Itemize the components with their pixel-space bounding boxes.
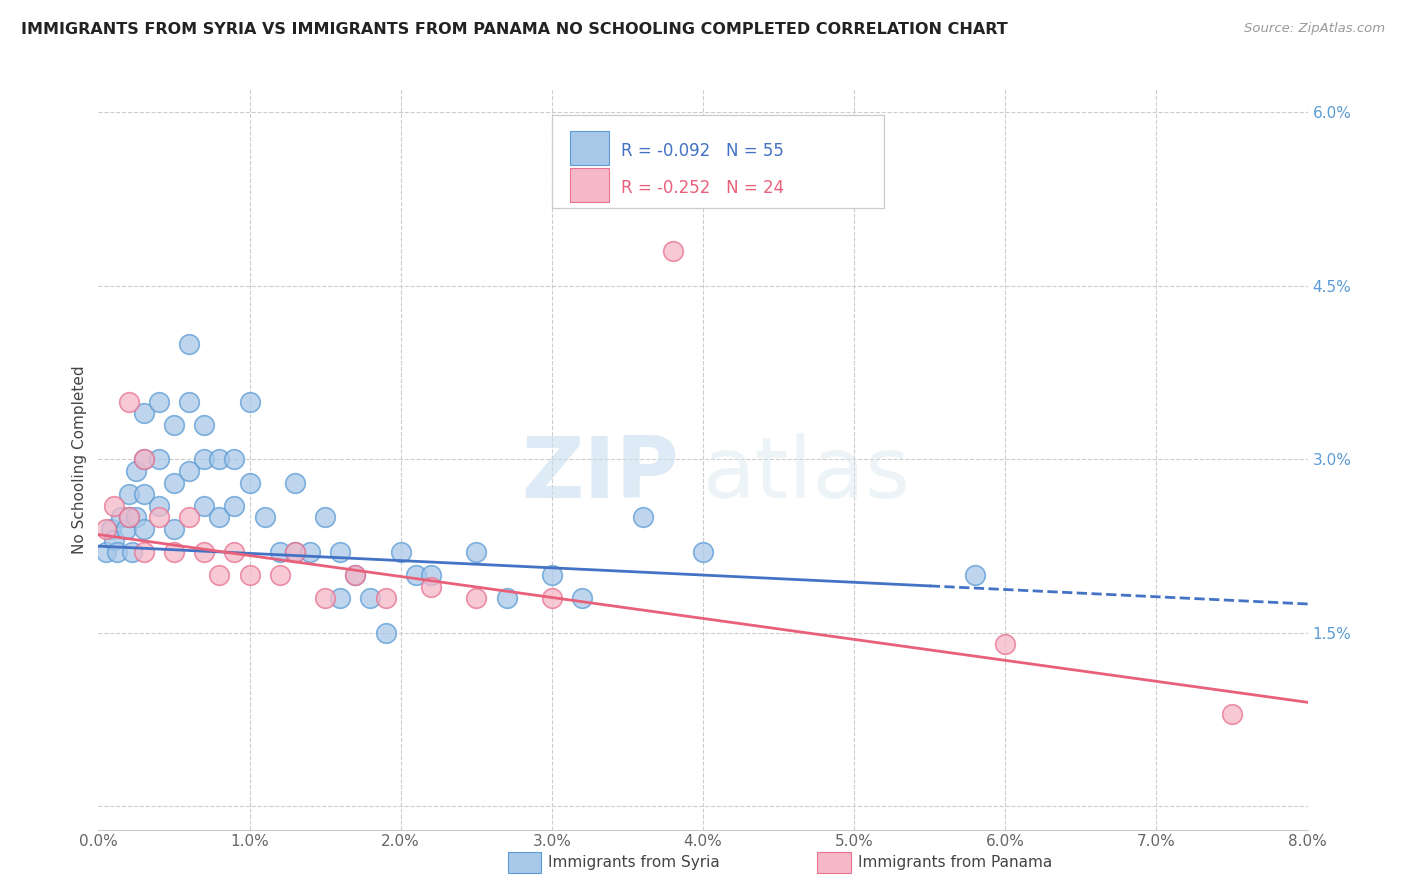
Text: IMMIGRANTS FROM SYRIA VS IMMIGRANTS FROM PANAMA NO SCHOOLING COMPLETED CORRELATI: IMMIGRANTS FROM SYRIA VS IMMIGRANTS FROM… xyxy=(21,22,1008,37)
Point xyxy=(132,545,155,559)
Point xyxy=(118,487,141,501)
Point xyxy=(661,244,683,259)
Text: Immigrants from Syria: Immigrants from Syria xyxy=(548,855,720,870)
Point xyxy=(692,545,714,559)
Point xyxy=(420,568,443,582)
Point xyxy=(208,452,231,467)
Point xyxy=(125,464,148,478)
Text: R = -0.252   N = 24: R = -0.252 N = 24 xyxy=(621,178,785,196)
Point xyxy=(465,591,488,606)
Point xyxy=(132,522,155,536)
Point xyxy=(631,510,654,524)
Point xyxy=(179,464,201,478)
Point xyxy=(148,510,170,524)
Point xyxy=(389,545,412,559)
Point xyxy=(208,510,231,524)
Point xyxy=(284,545,307,559)
Point xyxy=(94,522,117,536)
Point xyxy=(105,545,128,559)
Point xyxy=(329,591,352,606)
Point xyxy=(193,499,215,513)
Point xyxy=(994,637,1017,651)
Point xyxy=(132,487,155,501)
Text: Immigrants from Panama: Immigrants from Panama xyxy=(858,855,1052,870)
Point xyxy=(193,545,215,559)
Point xyxy=(125,510,148,524)
Point xyxy=(1220,706,1243,721)
Point xyxy=(239,568,262,582)
Point xyxy=(118,510,141,524)
Point xyxy=(103,533,125,548)
Point xyxy=(269,545,291,559)
Point xyxy=(284,475,307,490)
Point xyxy=(329,545,352,559)
Point xyxy=(179,336,201,351)
Point xyxy=(163,522,186,536)
Point xyxy=(495,591,517,606)
Point xyxy=(224,545,246,559)
Point xyxy=(132,452,155,467)
Point xyxy=(148,394,170,409)
Point xyxy=(344,568,367,582)
Point xyxy=(965,568,987,582)
Point xyxy=(103,499,125,513)
Point xyxy=(224,499,246,513)
Point xyxy=(314,510,336,524)
Point xyxy=(314,591,336,606)
Point xyxy=(813,128,835,143)
Point xyxy=(110,510,132,524)
Point xyxy=(239,475,262,490)
Point xyxy=(465,545,488,559)
Point xyxy=(121,545,143,559)
Point xyxy=(118,394,141,409)
Point xyxy=(100,522,122,536)
Point xyxy=(193,417,215,432)
Y-axis label: No Schooling Completed: No Schooling Completed xyxy=(72,365,87,554)
Point xyxy=(132,452,155,467)
Point xyxy=(405,568,427,582)
Text: Source: ZipAtlas.com: Source: ZipAtlas.com xyxy=(1244,22,1385,36)
Point xyxy=(253,510,276,524)
Point xyxy=(163,545,186,559)
Point xyxy=(179,394,201,409)
Text: R = -0.092   N = 55: R = -0.092 N = 55 xyxy=(621,142,783,160)
Point xyxy=(94,545,117,559)
Point xyxy=(374,626,396,640)
Point xyxy=(360,591,382,606)
Text: atlas: atlas xyxy=(703,433,911,516)
Point xyxy=(148,452,170,467)
FancyBboxPatch shape xyxy=(551,115,884,208)
Point xyxy=(179,510,201,524)
Point xyxy=(132,406,155,420)
Point xyxy=(374,591,396,606)
Point xyxy=(163,417,186,432)
Point xyxy=(148,499,170,513)
Point xyxy=(269,568,291,582)
Point xyxy=(114,522,136,536)
Point xyxy=(118,510,141,524)
Point xyxy=(163,475,186,490)
FancyBboxPatch shape xyxy=(569,131,609,165)
Text: ZIP: ZIP xyxy=(522,433,679,516)
Point xyxy=(208,568,231,582)
Point xyxy=(193,452,215,467)
FancyBboxPatch shape xyxy=(569,169,609,202)
Point xyxy=(420,580,443,594)
Point xyxy=(571,591,593,606)
Point xyxy=(284,545,307,559)
Point xyxy=(540,568,562,582)
Point xyxy=(540,591,562,606)
Point xyxy=(224,452,246,467)
Point xyxy=(344,568,367,582)
Point xyxy=(239,394,262,409)
Point xyxy=(299,545,322,559)
